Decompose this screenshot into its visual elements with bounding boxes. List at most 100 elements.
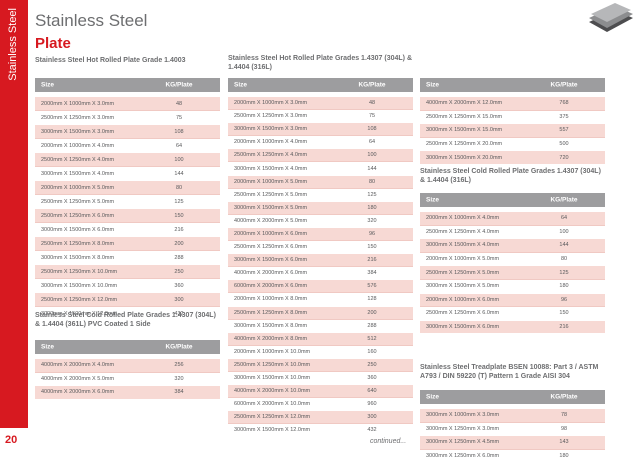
table-row: 2500mm X 1250mm X 10.0mm 250 xyxy=(228,357,413,371)
header-cell: Size xyxy=(41,343,55,351)
weight-cell: 432 xyxy=(367,427,377,434)
size-cell: 2500mm X 1250mm X 6.0mm xyxy=(41,212,115,219)
table-header: Size KG/Plate xyxy=(35,78,220,92)
table-row: 3000mm X 1500mm X 6.0mm 216 xyxy=(228,253,413,267)
weight-cell: 75 xyxy=(368,113,376,120)
table-row: 2500mm X 1250mm X 4.0mm 100 xyxy=(420,224,605,239)
header-cell: KG/Plate xyxy=(165,81,193,89)
size-cell: 4000mm X 2000mm X 5.0mm xyxy=(234,217,308,224)
page-number: 20 xyxy=(5,434,18,446)
size-cell: 2500mm X 1250mm X 5.0mm xyxy=(426,269,500,276)
size-cell: 2500mm X 1250mm X 20.0mm xyxy=(426,141,503,148)
weight-cell: 78 xyxy=(560,412,568,419)
weight-cell: 200 xyxy=(174,240,184,247)
size-cell: 4000mm X 2000mm X 5.0mm xyxy=(41,375,115,382)
size-cell: 3000mm X 1250mm X 4.5mm xyxy=(426,439,500,446)
size-cell: 3000mm X 1500mm X 12.0mm xyxy=(41,310,118,317)
size-cell: 4000mm X 2000mm X 6.0mm xyxy=(234,270,308,277)
table-row: 2000mm X 1000mm X 4.0mm 64 xyxy=(228,135,413,149)
table-row: 3000mm X 1500mm X 4.0mm 144 xyxy=(420,238,605,252)
size-cell: 3000mm X 1500mm X 8.0mm xyxy=(41,254,115,261)
weight-cell: 375 xyxy=(559,113,569,120)
table: Size KG/Plate 4000mm X 2000mm X 12.0mm 768 2… xyxy=(420,78,605,164)
table-row: 2500mm X 1250mm X 5.0mm 125 xyxy=(35,194,220,208)
table-row: 2500mm X 1250mm X 3.0mm 75 xyxy=(35,110,220,124)
header-cell: KG/Plate xyxy=(550,196,578,204)
table-row: 2000mm X 1000mm X 5.0mm 80 xyxy=(228,174,413,188)
table-header: Size KG/Plate xyxy=(420,390,605,404)
size-cell: 3000mm X 1500mm X 15.0mm xyxy=(426,127,503,134)
weight-cell: 80 xyxy=(368,178,376,185)
size-cell: 4000mm X 2000mm X 4.0mm xyxy=(41,362,115,369)
table-row: 2500mm X 1250mm X 5.0mm 125 xyxy=(228,187,413,201)
size-cell: 3000mm X 1500mm X 10.0mm xyxy=(234,375,311,382)
table-row: 2500mm X 1250mm X 12.0mm 300 xyxy=(35,292,220,306)
table-row: 2500mm X 1250mm X 8.0mm 200 xyxy=(35,236,220,250)
table-row: 2500mm X 1250mm X 6.0mm 150 xyxy=(420,306,605,320)
table-row: 3000mm X 1500mm X 5.0mm 180 xyxy=(420,278,605,293)
weight-cell: 96 xyxy=(368,230,376,237)
size-cell: 3000mm X 1500mm X 8.0mm xyxy=(234,322,308,329)
header-cell: Size xyxy=(234,81,248,89)
table: Size KG/Plate 4000mm X 2000mm X 4.0mm 256 40… xyxy=(35,340,220,399)
table-row: 2500mm X 1250mm X 5.0mm 125 xyxy=(420,265,605,279)
sidebar-label: Stainless Steel xyxy=(7,8,19,81)
table-row: 2500mm X 1250mm X 4.0mm 100 xyxy=(228,148,413,162)
weight-cell: 125 xyxy=(174,198,184,205)
table-row: 2000mm X 1000mm X 6.0mm 96 xyxy=(420,292,605,307)
header-cell: Size xyxy=(426,81,440,89)
size-cell: 2500mm X 1250mm X 5.0mm xyxy=(41,198,115,205)
table-row: 2500mm X 1250mm X 12.0mm 300 xyxy=(228,410,413,424)
weight-cell: 98 xyxy=(560,425,568,432)
weight-cell: 250 xyxy=(174,268,184,275)
size-cell: 2500mm X 1250mm X 10.0mm xyxy=(41,268,118,275)
size-cell: 3000mm X 1500mm X 3.0mm xyxy=(41,128,115,135)
size-cell: 2000mm X 1000mm X 3.0mm xyxy=(41,100,115,107)
section-title: Stainless Steel Cold Rolled Plate Grades… xyxy=(420,168,601,184)
section-title: Stainless Steel Cold Rolled Plate Grades… xyxy=(35,312,216,328)
size-cell: 2000mm X 1000mm X 4.0mm xyxy=(426,215,500,222)
weight-cell: 200 xyxy=(367,309,377,316)
weight-cell: 48 xyxy=(175,100,183,107)
weight-cell: 360 xyxy=(174,282,184,289)
size-cell: 3000mm X 1250mm X 6.0mm xyxy=(426,453,500,460)
weight-cell: 216 xyxy=(559,324,569,331)
size-cell: 2500mm X 1250mm X 8.0mm xyxy=(234,309,308,316)
table-row: 2000mm X 1000mm X 3.0mm 48 xyxy=(35,96,220,110)
weight-cell: 557 xyxy=(559,127,569,134)
size-cell: 2500mm X 1250mm X 6.0mm xyxy=(426,310,500,317)
weight-cell: 64 xyxy=(560,215,568,222)
weight-cell: 432 xyxy=(174,310,184,317)
table-row: 3000mm X 1500mm X 15.0mm 557 xyxy=(420,123,605,137)
table-row: 2000mm X 1000mm X 5.0mm 80 xyxy=(35,180,220,194)
weight-cell: 64 xyxy=(175,142,183,149)
table-row: 3000mm X 1500mm X 3.0mm 108 xyxy=(35,124,220,138)
size-cell: 4000mm X 2000mm X 6.0mm xyxy=(41,389,115,396)
weight-cell: 512 xyxy=(367,335,377,342)
weight-cell: 320 xyxy=(367,217,377,224)
plates-image xyxy=(589,3,633,32)
weight-cell: 300 xyxy=(174,296,184,303)
section-title: Stainless Steel Hot Rolled Plate Grades … xyxy=(228,55,413,71)
table-header: Size KG/Plate xyxy=(228,78,413,92)
weight-cell: 160 xyxy=(367,348,377,355)
header-cell: KG/Plate xyxy=(165,343,193,351)
size-cell: 3000mm X 1500mm X 12.0mm xyxy=(234,427,311,434)
size-cell: 3000mm X 1500mm X 4.0mm xyxy=(234,165,308,172)
header-cell: Size xyxy=(41,81,55,89)
table-row: 4000mm X 2000mm X 10.0mm 640 xyxy=(228,384,413,398)
table-row: 2000mm X 1000mm X 4.0mm 64 xyxy=(35,138,220,152)
weight-cell: 288 xyxy=(174,254,184,261)
weight-cell: 768 xyxy=(559,100,569,107)
size-cell: 3000mm X 1500mm X 6.0mm xyxy=(234,257,308,264)
table-row: 3000mm X 1500mm X 12.0mm 432 xyxy=(228,423,413,437)
page-title: Stainless Steel xyxy=(35,11,148,30)
table-row: 2000mm X 1000mm X 4.0mm 64 xyxy=(420,211,605,225)
table-row: 3000mm X 1500mm X 5.0mm 180 xyxy=(228,200,413,214)
size-cell: 2500mm X 1250mm X 4.0mm xyxy=(234,152,308,159)
weight-cell: 108 xyxy=(174,128,184,135)
table-row: 3000mm X 1500mm X 6.0mm 216 xyxy=(420,319,605,334)
weight-cell: 300 xyxy=(367,414,377,421)
weight-cell: 150 xyxy=(367,244,377,251)
